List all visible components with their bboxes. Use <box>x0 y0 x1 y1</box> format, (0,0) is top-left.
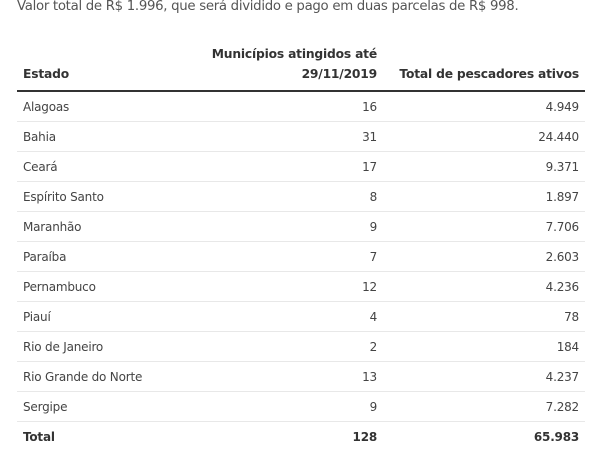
cell-pescadores: 4.237 <box>383 362 585 392</box>
cell-pescadores: 9.371 <box>383 152 585 182</box>
cell-municipios: 9 <box>201 212 383 242</box>
header-pescadores: Total de pescadores ativos <box>383 44 585 91</box>
cell-municipios: 8 <box>201 182 383 212</box>
cell-estado: Espírito Santo <box>17 182 201 212</box>
cell-municipios: 17 <box>201 152 383 182</box>
cell-pescadores: 65.983 <box>383 422 585 451</box>
cell-pescadores: 78 <box>383 302 585 332</box>
cell-estado: Rio Grande do Norte <box>17 362 201 392</box>
cell-pescadores: 4.236 <box>383 272 585 302</box>
cell-estado: Ceará <box>17 152 201 182</box>
fishermen-table: Estado Municípios atingidos até 29/11/20… <box>17 44 585 451</box>
cell-municipios: 31 <box>201 122 383 152</box>
cell-municipios: 4 <box>201 302 383 332</box>
cell-municipios: 16 <box>201 91 383 122</box>
cell-pescadores: 7.282 <box>383 392 585 422</box>
cell-estado: Rio de Janeiro <box>17 332 201 362</box>
cell-pescadores: 2.603 <box>383 242 585 272</box>
header-municipios: Municípios atingidos até 29/11/2019 <box>201 44 383 91</box>
cell-municipios: 13 <box>201 362 383 392</box>
cell-estado: Paraíba <box>17 242 201 272</box>
cell-pescadores: 24.440 <box>383 122 585 152</box>
cell-estado: Sergipe <box>17 392 201 422</box>
cell-estado: Total <box>17 422 201 451</box>
intro-text: Valor total de R$ 1.996, que será dividi… <box>17 0 518 14</box>
cell-estado: Bahia <box>17 122 201 152</box>
table-header-row: Estado Municípios atingidos até 29/11/20… <box>17 44 585 91</box>
cell-pescadores: 1.897 <box>383 182 585 212</box>
cell-pescadores: 7.706 <box>383 212 585 242</box>
cell-pescadores: 184 <box>383 332 585 362</box>
cell-estado: Maranhão <box>17 212 201 242</box>
cell-municipios: 12 <box>201 272 383 302</box>
cell-estado: Pernambuco <box>17 272 201 302</box>
cell-municipios: 2 <box>201 332 383 362</box>
cell-municipios: 7 <box>201 242 383 272</box>
cell-estado: Alagoas <box>17 91 201 122</box>
cell-municipios: 128 <box>201 422 383 451</box>
header-estado: Estado <box>17 44 201 91</box>
cell-pescadores: 4.949 <box>383 91 585 122</box>
cell-estado: Piauí <box>17 302 201 332</box>
cell-municipios: 9 <box>201 392 383 422</box>
